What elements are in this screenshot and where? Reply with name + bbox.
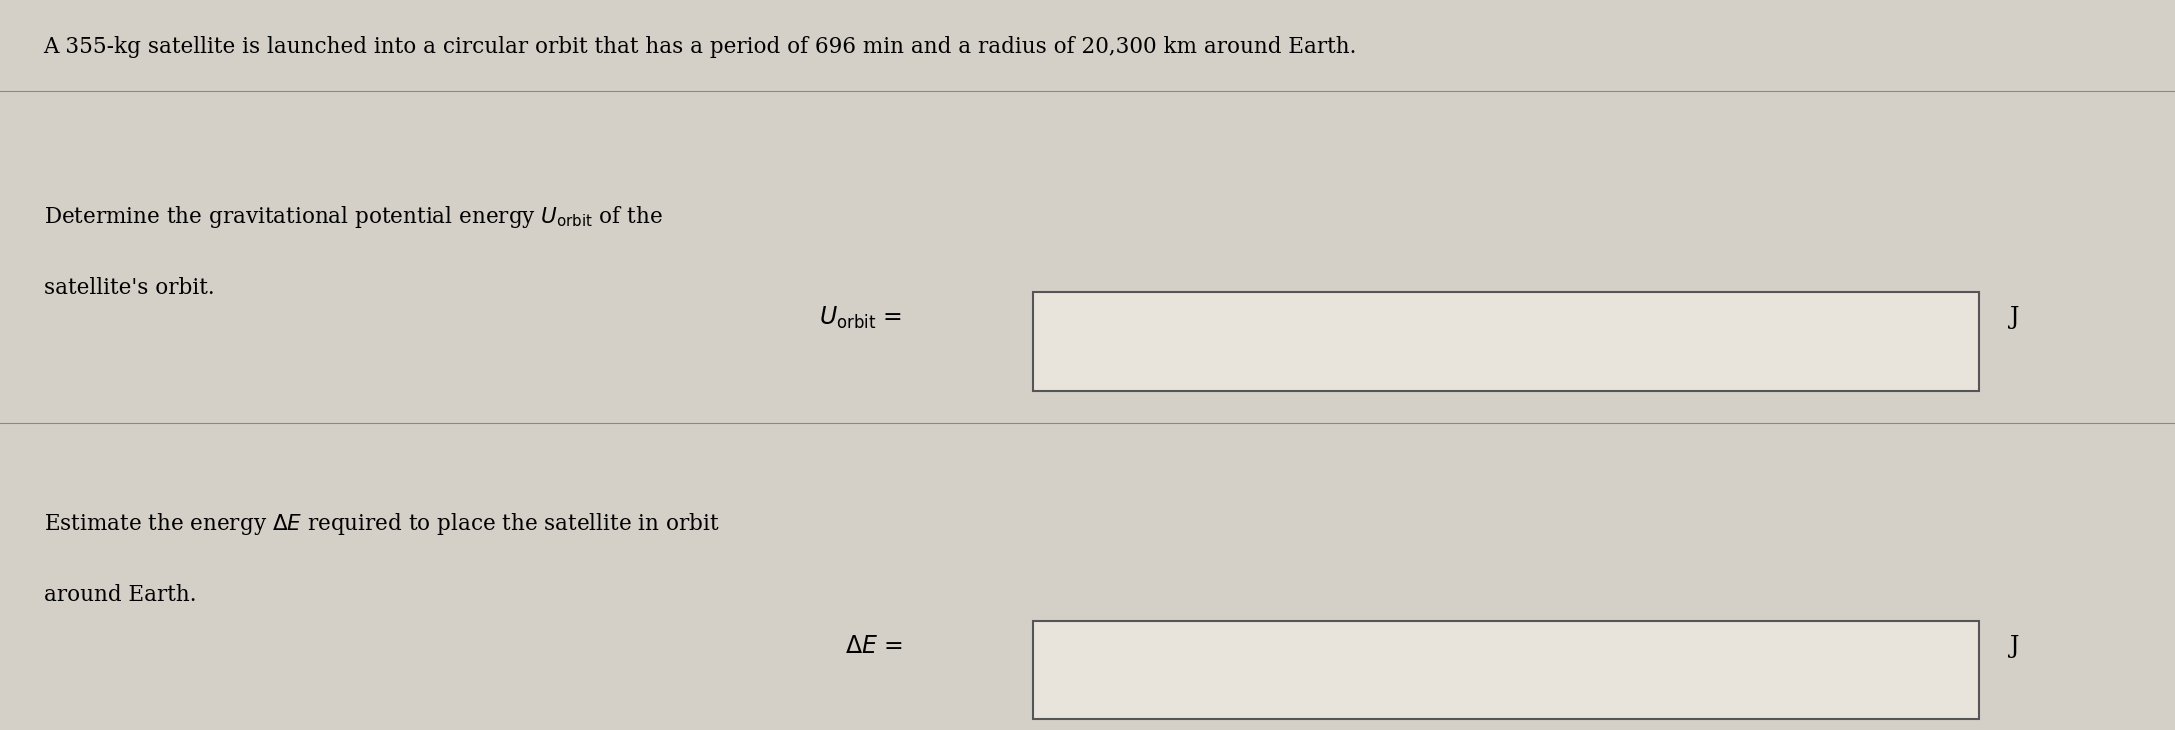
Text: satellite's orbit.: satellite's orbit. <box>44 277 213 299</box>
Text: J: J <box>2010 634 2018 658</box>
Text: $\Delta E$ =: $\Delta E$ = <box>844 634 903 658</box>
Text: $U_{\mathrm{orbit}}$ =: $U_{\mathrm{orbit}}$ = <box>820 304 903 331</box>
Text: J: J <box>2010 306 2018 329</box>
Text: around Earth.: around Earth. <box>44 584 196 606</box>
Text: A 355-kg satellite is launched into a circular orbit that has a period of 696 mi: A 355-kg satellite is launched into a ci… <box>44 36 1357 58</box>
Text: Estimate the energy $\Delta E$ required to place the satellite in orbit: Estimate the energy $\Delta E$ required … <box>44 511 720 537</box>
FancyBboxPatch shape <box>1033 620 1979 719</box>
Text: Determine the gravitational potential energy $U_{\mathrm{orbit}}$ of the: Determine the gravitational potential en… <box>44 204 663 231</box>
FancyBboxPatch shape <box>1033 292 1979 391</box>
